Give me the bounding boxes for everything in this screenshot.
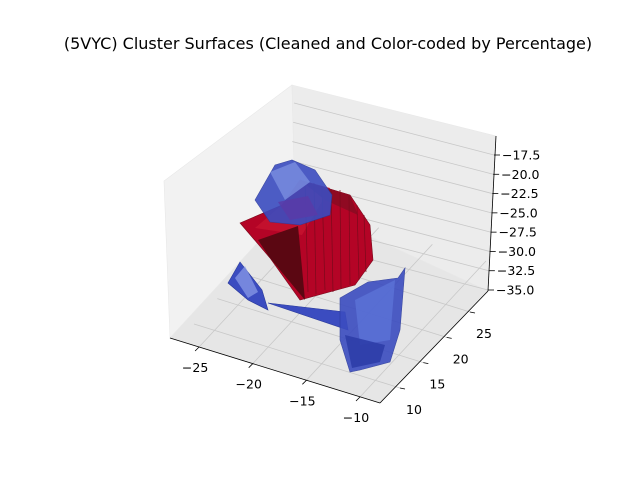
z-tick-label: −22.5 [500, 186, 538, 201]
x-ticks: −25 −20 −15 −10 [182, 346, 369, 425]
y-tick-label: 25 [476, 326, 492, 341]
y-ticks: 10 15 20 25 [399, 311, 492, 417]
y-tick-mark [446, 336, 452, 339]
z-tick-label: −32.5 [497, 263, 535, 278]
surface-blue [227, 159, 406, 373]
z-tick-label: −20.0 [501, 167, 539, 182]
y-axis-line [379, 290, 489, 404]
z-gridline [291, 160, 492, 214]
z-ticks: −17.5 −20.0 −22.5 −25.0 −27.5 −30.0 −32.5 −35.0 [488, 148, 540, 298]
z-tick-label: −25.0 [499, 205, 537, 220]
x-tick-mark [302, 380, 307, 385]
x-tick-label: −10 [343, 410, 369, 425]
z-tick-label: −27.5 [499, 225, 537, 240]
y-tick-mark [469, 311, 476, 314]
z-gridline [293, 102, 495, 156]
x-tick-label: −15 [289, 393, 315, 408]
chart-title: (5VYC) Cluster Surfaces (Cleaned and Col… [63, 34, 593, 53]
y-tick-mark [423, 362, 429, 365]
z-tick-label: −35.0 [496, 283, 534, 298]
x-axis-line [169, 337, 381, 404]
y-tick-mark [399, 387, 406, 390]
z-gridline [293, 121, 494, 175]
y-tick-label: 10 [406, 402, 422, 417]
z-gridline [292, 141, 493, 194]
x-tick-mark [194, 346, 200, 352]
z-tick-label: −30.0 [498, 244, 536, 259]
x-tick-mark [355, 396, 361, 402]
x-tick-label: −20 [236, 377, 262, 392]
x-tick-label: −25 [182, 360, 208, 375]
y-tick-label: 15 [429, 377, 445, 392]
x-tick-mark [248, 363, 254, 368]
y-tick-label: 20 [453, 351, 469, 366]
z-tick-label: −17.5 [502, 148, 540, 163]
z-axis-line [487, 135, 497, 292]
y-gridline [193, 323, 401, 389]
